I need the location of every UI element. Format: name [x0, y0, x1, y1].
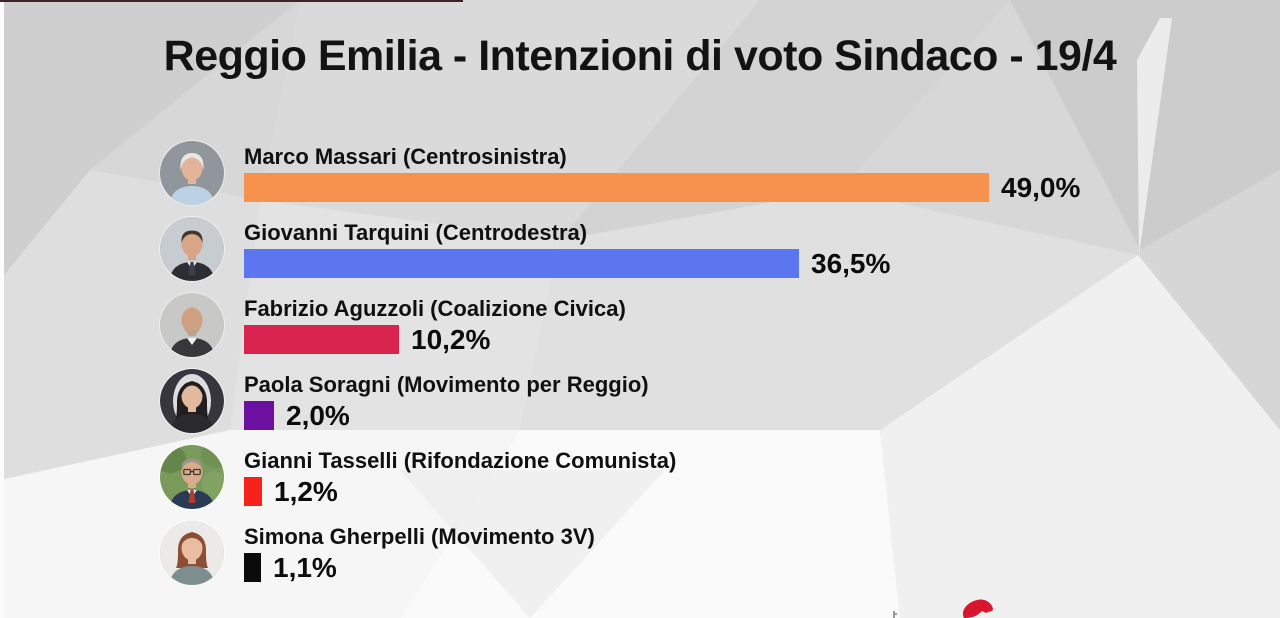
vote-percentage: 1,2% — [274, 475, 338, 507]
candidate-row: Fabrizio Aguzzoli (Coalizione Civica) 10… — [160, 287, 1080, 363]
vote-percentage: 36,5% — [811, 247, 891, 279]
candidate-name: Marco Massari (Centrosinistra) — [244, 144, 567, 169]
candidate-name: Fabrizio Aguzzoli (Coalizione Civica) — [244, 296, 626, 321]
vote-bar — [244, 173, 989, 202]
poll-rows: Marco Massari (Centrosinistra) 49,0% Gio… — [160, 135, 1080, 591]
candidate-photo-massari — [160, 141, 224, 205]
left-edge-border — [0, 2, 4, 618]
candidate-photo-tarquini — [160, 217, 224, 281]
vote-percentage: 10,2% — [411, 323, 491, 355]
vote-bar — [244, 249, 799, 278]
video-progress-strip — [0, 0, 463, 2]
candidate-name: Gianni Tasselli (Rifondazione Comunista) — [244, 448, 677, 473]
vote-bar — [244, 553, 261, 582]
vote-bar — [244, 477, 262, 506]
vote-percentage: 49,0% — [1001, 171, 1081, 203]
candidate-row: Gianni Tasselli (Rifondazione Comunista)… — [160, 439, 1080, 515]
vote-percentage: 1,1% — [273, 551, 337, 583]
candidate-photo-tasselli — [160, 445, 224, 509]
candidate-photo-gherpelli — [160, 521, 224, 585]
candidate-photo-soragni — [160, 369, 224, 433]
page-title: Reggio Emilia - Intenzioni di voto Sinda… — [163, 32, 1117, 80]
cropped-logo-icon — [893, 599, 993, 618]
candidate-row: Marco Massari (Centrosinistra) 49,0% — [160, 135, 1080, 211]
candidate-name: Paola Soragni (Movimento per Reggio) — [244, 372, 649, 397]
candidate-row: Paola Soragni (Movimento per Reggio) 2,0… — [160, 363, 1080, 439]
candidate-name: Simona Gherpelli (Movimento 3V) — [244, 524, 595, 549]
candidate-name: Giovanni Tarquini (Centrodestra) — [244, 220, 588, 245]
vote-percentage: 2,0% — [286, 399, 350, 431]
candidate-row: Simona Gherpelli (Movimento 3V) 1,1% — [160, 515, 1080, 591]
candidate-row: Giovanni Tarquini (Centrodestra) 36,5% — [160, 211, 1080, 287]
vote-bar — [244, 401, 274, 430]
vote-bar — [244, 325, 399, 354]
candidate-photo-aguzzoli — [160, 293, 224, 357]
